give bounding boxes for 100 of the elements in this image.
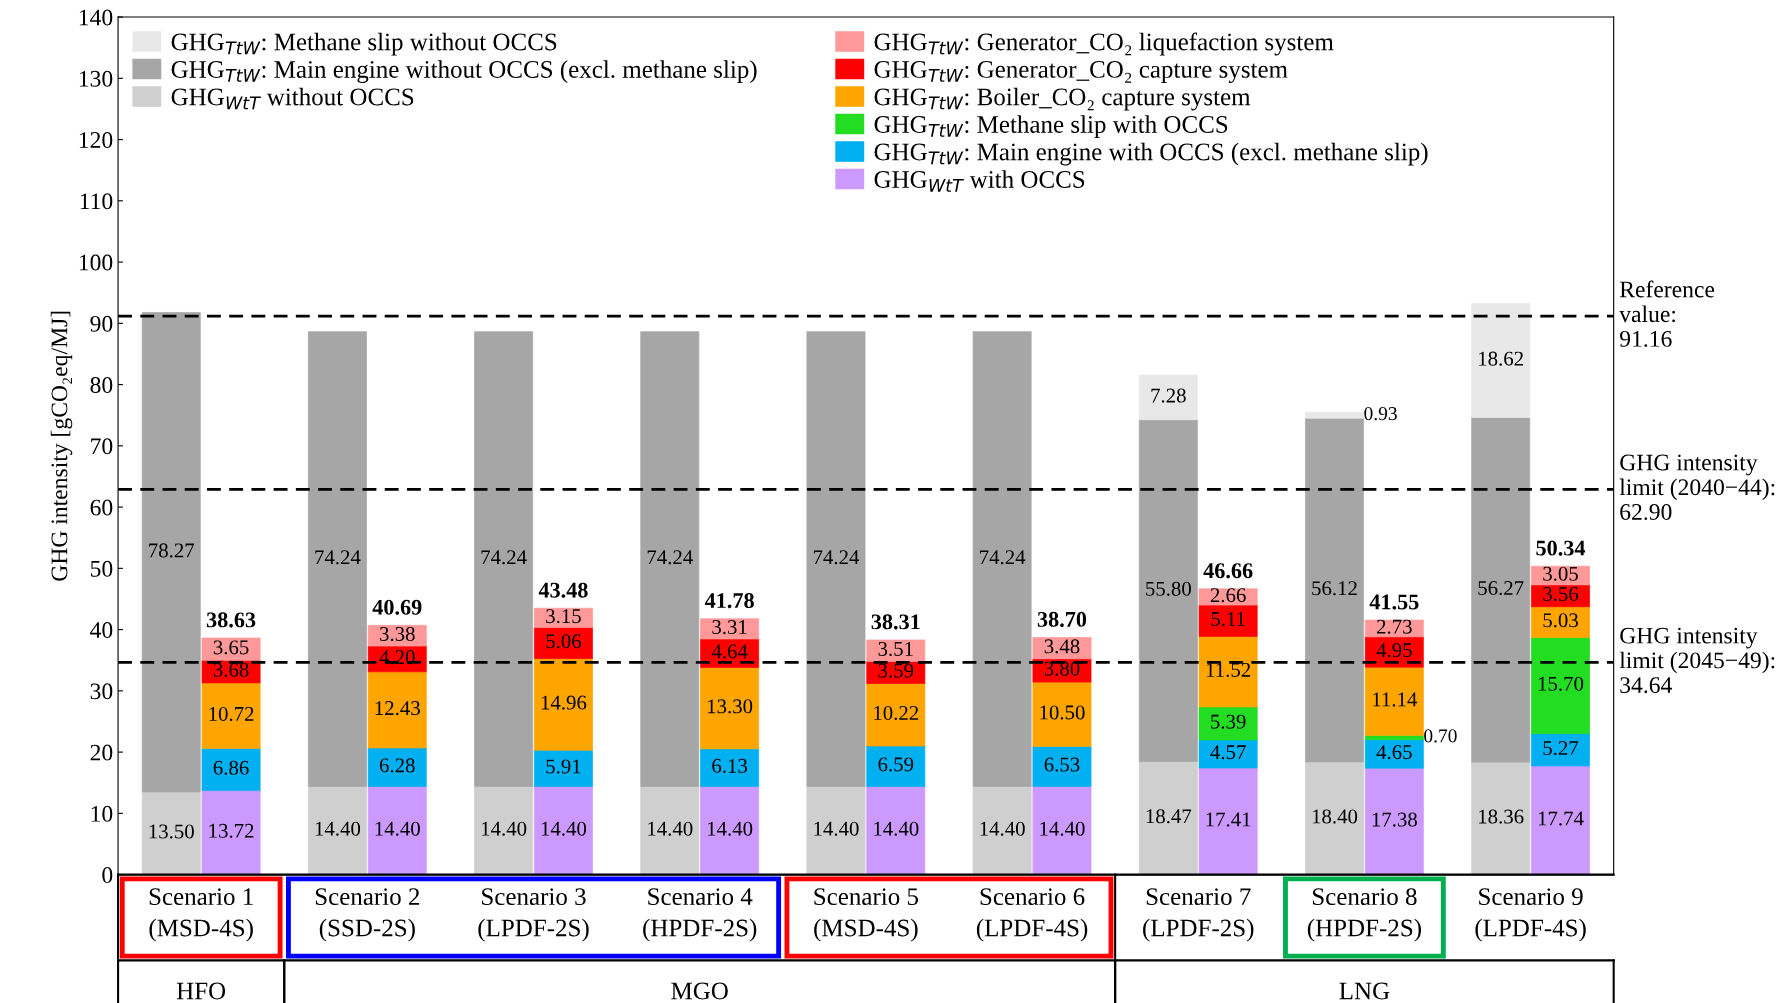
data-label: 4.95: [1376, 643, 1412, 658]
text: Scenario 7 (LPDF-2S): [1143, 888, 1254, 942]
data-label: 74.24: [813, 550, 860, 565]
y-tick-label: 70: [91, 438, 113, 455]
bar: [972, 331, 1032, 787]
bar: [1471, 303, 1531, 418]
data-label: 3.68: [213, 662, 249, 677]
bar: [972, 786, 1032, 875]
bar: [1198, 739, 1258, 769]
bar: [640, 331, 700, 787]
data-label: 3.15: [546, 609, 581, 624]
bar: [700, 618, 760, 640]
ref-line-label: GHG intensity limit (2040−44): 62.90: [1619, 454, 1775, 521]
bar: [474, 786, 534, 875]
bar: [1471, 761, 1531, 875]
data-label: 74.24: [980, 550, 1026, 565]
total-label: 38.70: [1037, 611, 1087, 627]
bar: [534, 786, 593, 875]
y-tick-label: 110: [80, 193, 113, 210]
y-tick-label: 100: [79, 254, 113, 271]
data-label: 0.93: [1364, 407, 1397, 421]
data-label: 10.22: [874, 705, 919, 721]
y-tick-label: 120: [79, 132, 113, 148]
data-label: 3.59: [878, 663, 914, 678]
bar: [141, 312, 201, 793]
data-label: 14.40: [315, 821, 361, 836]
data-label: 18.36: [1479, 809, 1524, 824]
data-label: 0.70: [1424, 729, 1457, 743]
text: MGO: [671, 982, 728, 1000]
data-label: 2.73: [1377, 619, 1412, 634]
bar: [1032, 637, 1092, 660]
data-label: 14.40: [375, 821, 420, 836]
total-label: 38.31: [871, 614, 920, 630]
data-label: 14.40: [708, 821, 753, 836]
data-label: 14.40: [874, 821, 919, 836]
data-label: 14.40: [482, 821, 527, 836]
y-axis-title: GHG intensity [gCO₂eq/MJ]: [50, 311, 73, 581]
legend-label: GHG$_{WtT}$ with OCCS: [874, 170, 1085, 192]
data-label: 13.50: [149, 824, 194, 839]
data-label: 3.38: [380, 626, 415, 642]
legend-label: GHG$_{TtW}$: Generator_CO₂ capture system: [874, 61, 1288, 83]
data-label: 14.40: [541, 821, 587, 836]
bar: [474, 331, 534, 787]
data-label: 3.51: [878, 641, 913, 657]
bar: [1198, 636, 1258, 708]
bar: [1138, 761, 1198, 875]
bar: [308, 331, 367, 787]
text: Scenario 1 (MSD-4S): [149, 888, 253, 942]
data-label: 14.40: [980, 821, 1025, 836]
legend-label: GHG$_{WtT}$ without OCCS: [171, 87, 414, 110]
data-label: 4.64: [711, 644, 748, 659]
data-label: 74.24: [315, 550, 361, 565]
data-label: 3.80: [1044, 661, 1080, 676]
y-tick-label: 0: [102, 867, 113, 884]
legend-label: GHG$_{TtW}$: Methane slip without OCCS: [171, 32, 557, 56]
legend-label: GHG$_{TtW}$: Main engine without OCCS (excl. methane slip): [171, 60, 757, 84]
legend-label: GHG$_{TtW}$: Main engine with OCCS (excl. methane slip): [874, 142, 1428, 166]
bar: [1531, 637, 1590, 735]
data-label: 12.43: [375, 701, 420, 716]
bar: [866, 683, 926, 747]
data-label: 56.12: [1312, 581, 1357, 596]
bar: [201, 682, 261, 749]
bar: [1138, 419, 1198, 762]
bar: [201, 637, 261, 661]
data-label: 6.86: [213, 760, 249, 775]
data-label: 13.72: [209, 823, 254, 838]
data-label: 14.40: [814, 821, 859, 836]
bar: [1198, 706, 1258, 741]
data-label: 13.30: [708, 699, 753, 714]
data-label: 18.40: [1312, 809, 1358, 824]
bar: [1531, 606, 1590, 638]
bar: [1471, 417, 1531, 763]
total-label: 40.69: [372, 599, 422, 615]
y-tick-label: 50: [90, 560, 113, 577]
text: Scenario 2 (SSD-2S): [315, 888, 420, 942]
data-label: 3.48: [1044, 639, 1080, 654]
y-tick-label: 80: [90, 377, 113, 393]
data-label: 3.31: [712, 620, 747, 635]
bar: [534, 749, 593, 787]
text: Scenario 3 (LPDF-2S): [478, 888, 589, 942]
data-label: 5.27: [1543, 741, 1579, 756]
data-label: 6.13: [712, 758, 748, 773]
bar: [806, 331, 866, 787]
data-label: 56.27: [1478, 581, 1524, 596]
text: Scenario 5 (MSD-4S): [814, 888, 919, 942]
bar: [534, 658, 593, 751]
data-label: 78.27: [149, 543, 195, 558]
bar: [1364, 666, 1424, 736]
bar: [1364, 619, 1424, 638]
data-label: 14.96: [541, 695, 587, 710]
data-label: 5.39: [1211, 714, 1246, 729]
bar: [700, 667, 760, 750]
bar: [201, 748, 261, 791]
data-label: 74.24: [481, 550, 527, 565]
bar: [1138, 374, 1198, 421]
data-label: 3.65: [213, 640, 249, 655]
bar: [1305, 412, 1364, 419]
total-label: 38.63: [206, 612, 256, 628]
total-label: 41.55: [1369, 594, 1419, 610]
legend-label: GHG$_{TtW}$: Methane slip with OCCS: [874, 115, 1228, 138]
